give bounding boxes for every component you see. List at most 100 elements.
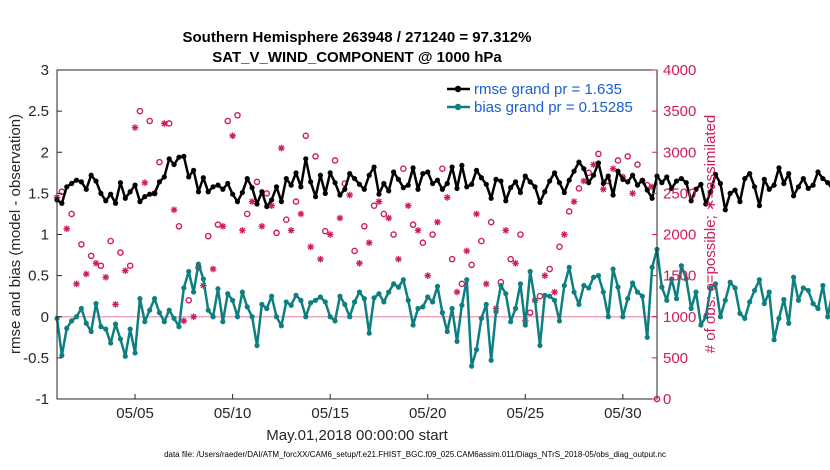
rmse-point: [639, 177, 645, 183]
rmse-point: [742, 175, 748, 182]
rmse-point: [630, 172, 636, 178]
rmse-point: [381, 180, 387, 187]
rmse-point: [171, 161, 177, 168]
rmse-point: [449, 164, 455, 170]
rmse-point: [493, 176, 499, 182]
bias-point: [737, 310, 743, 317]
obs-possible-marker: [68, 210, 75, 218]
rmse-point: [556, 180, 563, 186]
bias-point: [761, 300, 767, 307]
rmse-point: [527, 179, 533, 185]
rmse-point: [542, 189, 548, 195]
bias-point: [342, 301, 348, 308]
obs-assimilated-marker: [356, 259, 363, 267]
obs-assimilated-marker: [141, 179, 149, 186]
rmse-point: [317, 172, 324, 178]
rmse-point: [678, 175, 684, 182]
bias-point: [547, 293, 553, 299]
obs-possible-marker: [517, 231, 524, 238]
bias-point: [815, 305, 821, 312]
bias-point: [390, 281, 397, 287]
rmse-point: [537, 199, 543, 206]
obs-assimilated-marker: [92, 259, 100, 267]
rmse-point: [683, 180, 689, 186]
obs-possible-marker: [224, 117, 232, 125]
obs-possible-marker: [321, 227, 329, 235]
rmse-point: [181, 153, 187, 159]
obs-assimilated-marker: [365, 239, 373, 247]
bias-point: [527, 268, 533, 275]
bias-point: [283, 299, 289, 305]
bias-point: [756, 277, 763, 283]
obs-possible-marker: [361, 222, 368, 230]
rmse-point: [459, 162, 465, 169]
obs-assimilated-marker: [453, 288, 461, 296]
obs-assimilated-marker: [541, 272, 549, 279]
bias-point: [395, 284, 402, 290]
bias-point: [625, 296, 631, 302]
legend: rmse grand pr = 1.635 bias grand pr = 0.…: [443, 77, 652, 119]
rmse-point: [117, 180, 124, 186]
obs-assimilated-marker: [404, 202, 412, 210]
x-tick-label: 05/10: [214, 405, 252, 422]
obs-assimilated-marker: [443, 194, 451, 201]
rmse-point: [600, 180, 606, 187]
rmse-point: [69, 180, 75, 187]
bias-point: [751, 287, 758, 294]
obs-possible-marker: [175, 222, 183, 230]
x-tick-label: 05/30: [604, 405, 642, 422]
rmse-point: [488, 195, 494, 201]
obs-assimilated-marker: [395, 255, 402, 263]
bias-point: [244, 304, 250, 310]
rmse-point: [386, 188, 392, 194]
obs-assimilated-marker: [258, 222, 266, 230]
obs-possible-marker: [458, 280, 466, 288]
rmse-point: [405, 182, 411, 188]
bias-point: [586, 285, 592, 291]
rmse-point: [195, 189, 202, 195]
bias-point: [581, 282, 587, 289]
rmse-point: [795, 184, 802, 190]
bias-point: [303, 314, 309, 320]
y-tick-label-left: 2.5: [28, 103, 49, 120]
bias-point: [147, 307, 153, 313]
rmse-point: [693, 186, 699, 192]
bias-point: [664, 297, 670, 303]
rmse-point: [430, 180, 436, 187]
bias-point: [186, 268, 192, 275]
obs-possible-marker: [282, 216, 290, 223]
bias-point: [649, 264, 655, 270]
rmse-point: [361, 186, 367, 192]
rmse-point: [59, 200, 65, 206]
bias-point: [215, 286, 221, 292]
rmse-point: [732, 187, 738, 193]
bias-point: [205, 307, 211, 313]
bias-point: [269, 293, 275, 299]
bias-point: [444, 328, 450, 335]
obs-assimilated-marker: [561, 231, 568, 238]
bias-point: [693, 289, 699, 295]
bias-point: [469, 363, 475, 369]
obs-assimilated-marker: [73, 280, 80, 288]
rmse-point: [293, 170, 299, 176]
rmse-point: [800, 175, 806, 182]
legend-box: [443, 77, 652, 119]
rmse-point: [766, 186, 772, 192]
bias-point: [195, 261, 202, 267]
rmse-point: [390, 169, 397, 175]
y-tick-label-right: 4000: [663, 62, 696, 79]
obs-assimilated-marker: [434, 218, 441, 226]
rmse-point: [498, 178, 504, 184]
rmse-point: [259, 189, 265, 195]
bias-point: [93, 300, 99, 307]
rmse-point: [727, 190, 733, 196]
rmse-point: [73, 177, 80, 183]
rmse-point: [244, 175, 250, 182]
rmse-point: [93, 178, 99, 184]
rmse-point: [254, 201, 260, 207]
rmse-point: [644, 187, 650, 193]
rmse-point: [625, 179, 631, 185]
bias-point: [551, 297, 558, 303]
y-tick-label-left: 1: [41, 227, 49, 244]
obs-possible-marker: [117, 249, 124, 256]
